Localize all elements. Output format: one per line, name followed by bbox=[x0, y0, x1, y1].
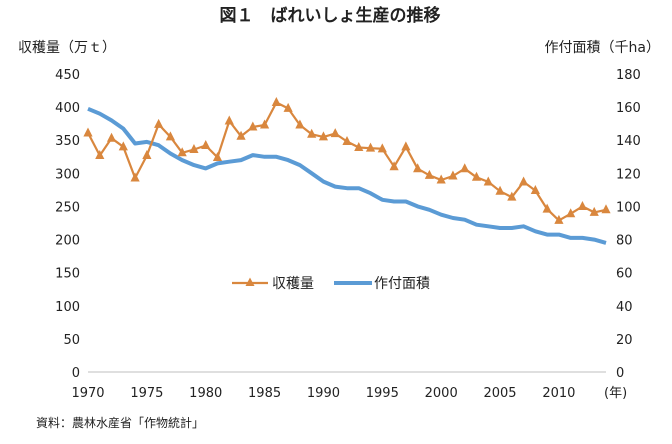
x-tick-label: 1975 bbox=[130, 386, 163, 401]
x-tick-label: 1990 bbox=[307, 386, 340, 401]
harvest-point bbox=[248, 121, 258, 131]
harvest-point bbox=[554, 214, 564, 224]
x-tick-label: 1980 bbox=[189, 386, 222, 401]
x-tick-label: 2005 bbox=[483, 386, 516, 401]
y-right-tick-label: 120 bbox=[616, 167, 641, 182]
y-right-tick-label: 160 bbox=[616, 101, 641, 116]
x-tick-label: 1995 bbox=[366, 386, 399, 401]
harvest-point bbox=[177, 147, 187, 157]
harvest-point bbox=[271, 96, 281, 106]
harvest-point bbox=[389, 161, 399, 171]
harvest-point bbox=[577, 200, 588, 210]
harvest-point bbox=[307, 128, 317, 138]
x-tick-label: 2000 bbox=[425, 386, 458, 401]
harvest-point bbox=[212, 151, 223, 161]
y-right-tick-label: 80 bbox=[616, 234, 633, 249]
y-left-tick-label: 50 bbox=[63, 333, 80, 348]
y-left-axis-title: 収穫量（万ｔ） bbox=[18, 40, 116, 56]
x-unit-label: (年) bbox=[604, 386, 627, 401]
harvest-point bbox=[601, 204, 611, 214]
y-right-tick-label: 0 bbox=[616, 366, 624, 381]
y-left-tick-label: 200 bbox=[55, 234, 80, 249]
harvest-point bbox=[283, 102, 293, 112]
harvest-point bbox=[566, 208, 576, 218]
harvest-point bbox=[154, 118, 164, 128]
axes: 1970 1975 1980 1985 1990 1995 2000 2005 20100501… bbox=[55, 68, 641, 401]
chart-title: 図１ ばれいしょ生産の推移 bbox=[220, 5, 441, 26]
harvest-point bbox=[542, 203, 552, 213]
legend: 収穫量 作付面積 bbox=[232, 276, 430, 292]
y-left-tick-label: 450 bbox=[55, 68, 80, 83]
y-left-tick-label: 400 bbox=[55, 101, 80, 116]
legend-label-area: 作付面積 bbox=[374, 276, 430, 292]
series-line-harvest bbox=[87, 101, 607, 222]
y-left-tick-label: 150 bbox=[55, 267, 80, 282]
harvest-point bbox=[342, 136, 352, 146]
harvest-point bbox=[130, 172, 140, 182]
harvest-point bbox=[495, 185, 505, 195]
harvest-point bbox=[530, 185, 540, 195]
y-right-tick-label: 20 bbox=[616, 333, 633, 348]
y-left-tick-label: 350 bbox=[55, 134, 80, 149]
y-left-tick-label: 300 bbox=[55, 167, 80, 182]
harvest-point bbox=[259, 119, 270, 129]
legend-marker-harvest bbox=[245, 277, 255, 286]
harvest-point bbox=[518, 176, 529, 186]
y-right-tick-label: 140 bbox=[616, 134, 641, 149]
harvest-point bbox=[224, 115, 234, 125]
y-right-tick-label: 40 bbox=[616, 300, 633, 315]
harvest-point bbox=[471, 171, 482, 181]
source-note: 資料：農林水産省「作物統計」 bbox=[36, 415, 204, 430]
harvest-point bbox=[365, 142, 376, 152]
harvest-point bbox=[436, 174, 446, 184]
series-line-area bbox=[87, 106, 607, 245]
harvest-point bbox=[106, 132, 117, 142]
harvest-point bbox=[460, 163, 470, 173]
harvest-point bbox=[95, 149, 105, 159]
harvest-point bbox=[413, 163, 423, 173]
harvest-point bbox=[201, 140, 211, 150]
harvest-point bbox=[401, 141, 411, 151]
series-layer bbox=[83, 96, 611, 245]
y-left-tick-label: 0 bbox=[72, 366, 80, 381]
harvest-point bbox=[424, 169, 435, 179]
y-right-tick-label: 100 bbox=[616, 200, 641, 215]
harvest-point bbox=[448, 170, 458, 180]
y-right-tick-label: 60 bbox=[616, 267, 633, 282]
harvest-point bbox=[142, 149, 152, 159]
harvest-point bbox=[83, 127, 93, 137]
harvest-point bbox=[507, 191, 517, 201]
harvest-point bbox=[483, 176, 493, 186]
harvest-point bbox=[189, 143, 199, 153]
y-left-tick-label: 250 bbox=[55, 200, 80, 215]
harvest-point bbox=[354, 142, 364, 152]
harvest-point bbox=[330, 128, 340, 138]
harvest-point bbox=[318, 131, 329, 141]
harvest-point bbox=[377, 143, 387, 153]
y-left-tick-label: 100 bbox=[55, 300, 80, 315]
harvest-point bbox=[165, 131, 176, 141]
x-tick-label: 1970 bbox=[71, 386, 104, 401]
y-right-axis-title: 作付面積（千ha） bbox=[545, 40, 660, 56]
y-right-tick-label: 180 bbox=[616, 68, 641, 83]
harvest-point bbox=[589, 206, 599, 216]
harvest-point bbox=[295, 119, 305, 129]
harvest-point bbox=[118, 141, 128, 151]
legend-label-harvest: 収穫量 bbox=[272, 276, 314, 292]
x-tick-label: 2010 bbox=[542, 386, 575, 401]
harvest-point bbox=[236, 130, 246, 140]
x-tick-label: 1985 bbox=[248, 386, 281, 401]
